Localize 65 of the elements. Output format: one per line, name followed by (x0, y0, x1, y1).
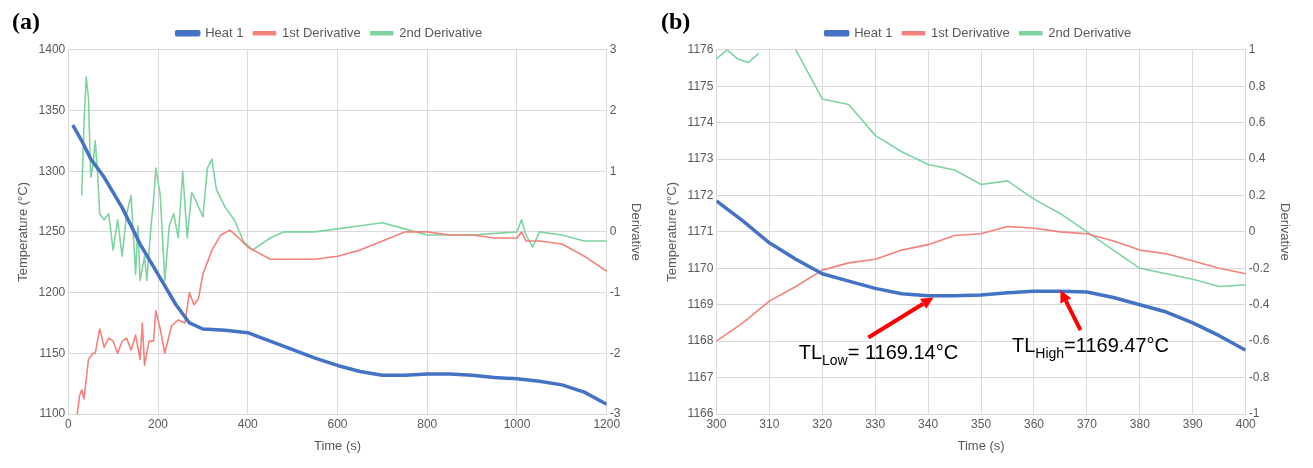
y-tick-label: 1167 (687, 369, 714, 384)
y2-tick-label: -1 (609, 284, 621, 299)
y2-tick-label: 0.2 (1248, 187, 1266, 202)
y-tick-label: 1200 (38, 284, 66, 299)
y-tick-label: 1176 (687, 42, 714, 57)
y2-tick-label: 0.6 (1248, 114, 1266, 129)
y2-tick-label: -2 (609, 345, 621, 360)
y-tick-label: 1300 (38, 163, 66, 178)
x-tick-label: 360 (1023, 416, 1045, 431)
x-tick-label: 330 (865, 416, 886, 431)
legend-label: 1st Derivative (930, 24, 1010, 40)
y2-tick-label: 3 (609, 42, 617, 57)
y2-tick-label: -0.6 (1248, 333, 1270, 348)
x-tick-label: 400 (1235, 416, 1257, 431)
x-tick-label: 320 (812, 416, 833, 431)
y-tick-label: 1400 (38, 42, 66, 57)
legend-label: 2nd Derivative (399, 24, 483, 40)
y2-tick-label: 0 (1248, 224, 1256, 239)
y-tick-label: 1250 (38, 224, 66, 239)
y-tick-label: 1169 (687, 297, 714, 312)
x-tick-label: 300 (706, 416, 727, 431)
y-tick-label: 1173 (687, 151, 714, 166)
x-tick-label: 0 (64, 416, 72, 431)
x-axis-title: Time (s) (313, 437, 362, 453)
y2-tick-label: 0.4 (1248, 151, 1266, 166)
legend-label: Heat 1 (854, 24, 893, 40)
x-tick-label: 1200 (593, 416, 621, 431)
y-tick-label: 1172 (687, 187, 714, 202)
y-tick-label: 1150 (39, 345, 66, 360)
y2-tick-label: 1 (609, 163, 617, 178)
x-tick-label: 350 (971, 416, 992, 431)
chart-title: (a) (12, 7, 40, 34)
y2-tick-label: -0.2 (1248, 260, 1270, 275)
y2-axis-title: Derivative (628, 203, 644, 261)
x-axis-title: Time (s) (957, 437, 1005, 453)
legend-label: Heat 1 (205, 24, 244, 40)
y2-tick-label: 2 (609, 102, 617, 117)
y-tick-label: 1174 (687, 114, 714, 129)
y2-tick-label: -0.8 (1248, 369, 1270, 384)
y-tick-label: 1100 (39, 406, 66, 421)
y-axis-title: Temperature (°C) (664, 181, 680, 282)
x-tick-label: 800 (417, 416, 438, 431)
y-axis-title: Temperature (°C) (15, 181, 31, 282)
x-tick-label: 200 (148, 416, 169, 431)
legend-label: 1st Derivative (281, 24, 361, 40)
y-tick-label: 1170 (687, 260, 714, 275)
legend-label: 2nd Derivative (1048, 24, 1132, 40)
y-tick-label: 1168 (687, 333, 714, 348)
x-tick-label: 310 (759, 416, 780, 431)
y2-axis-title: Derivative (1277, 203, 1293, 261)
y2-tick-label: -0.4 (1248, 297, 1270, 312)
y-tick-label: 1171 (687, 224, 714, 239)
x-tick-label: 600 (327, 416, 348, 431)
y2-tick-label: 0.8 (1248, 78, 1266, 93)
x-tick-label: 370 (1076, 416, 1098, 431)
y-tick-label: 1175 (687, 78, 714, 93)
x-tick-label: 380 (1129, 416, 1151, 431)
y-tick-label: 1350 (38, 102, 66, 117)
y2-tick-label: 1 (1248, 42, 1256, 57)
x-tick-label: 400 (237, 416, 259, 431)
chart-title: (b) (661, 7, 691, 34)
y2-tick-label: 0 (609, 224, 617, 239)
x-tick-label: 390 (1182, 416, 1204, 431)
x-tick-label: 340 (918, 416, 939, 431)
x-tick-label: 1000 (503, 416, 531, 431)
